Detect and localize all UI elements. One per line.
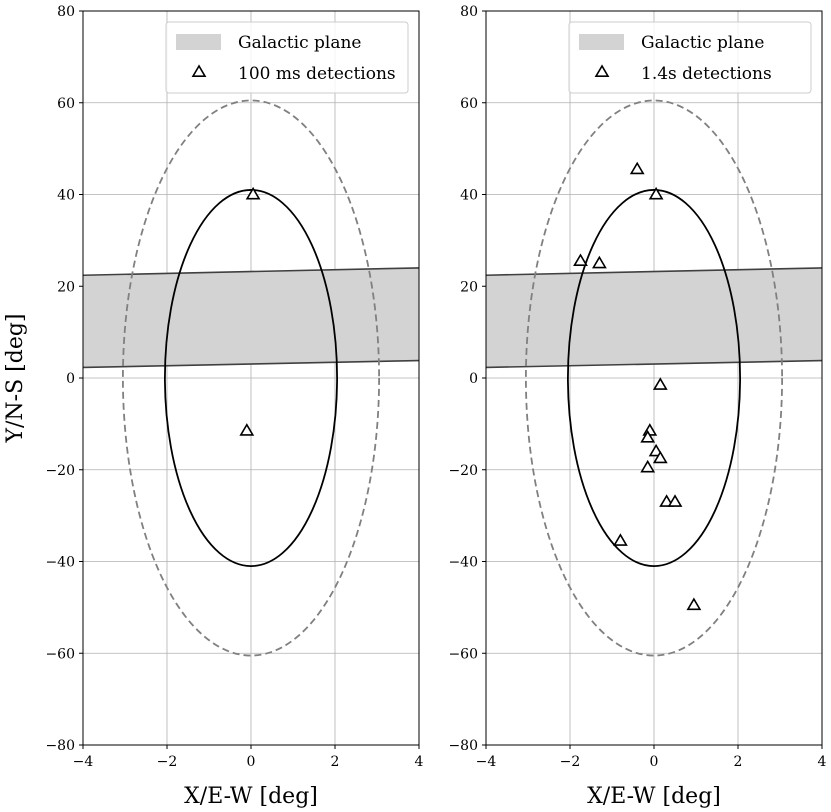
y-tick-label: 60 [57,96,75,112]
data-point [629,161,645,175]
legend-label-detections: 100 ms detections [238,64,396,84]
y-tick-label: 40 [460,188,478,204]
x-tick-label: 2 [734,754,743,770]
outer-ellipse [121,99,381,657]
legend-label-detections: 1.4s detections [641,64,772,84]
data-point [652,377,668,390]
plot-area [83,99,419,657]
galactic-plane-lower-edge [83,359,419,369]
y-tick-label: −40 [45,555,75,571]
y-tick-label: −40 [448,555,478,571]
y-tick-label: −60 [448,646,478,662]
legend-band-swatch [579,34,624,50]
x-axis-title: X/E-W [deg] [587,784,721,809]
x-tick-label: 4 [415,754,424,770]
data-point [686,597,702,611]
x-axis-title: X/E-W [deg] [184,784,318,809]
legend-label-galactic-plane: Galactic plane [238,33,361,53]
y-tick-label: 0 [66,371,75,387]
grid [82,10,420,746]
y-tick-label: 80 [57,4,75,20]
galactic-plane-lower-edge [486,359,822,369]
plot-area [486,99,822,657]
legend-band-swatch [176,34,221,50]
y-tick-label: 80 [460,4,478,20]
data-point [573,253,588,267]
legend-triangle-marker [191,64,207,77]
data-point [640,459,656,473]
data-point [245,186,261,200]
y-tick-label: 60 [460,96,478,112]
galactic-plane-upper-edge [486,267,822,277]
y-axis-title: Y/N-S [deg] [3,313,28,443]
data-point [592,255,607,269]
y-tick-label: −80 [448,738,478,754]
x-tick-label: −4 [73,754,94,770]
x-tick-label: 2 [331,754,340,770]
x-tick-label: −4 [476,754,497,770]
y-tick-label: 0 [469,371,478,387]
y-tick-label: −20 [448,463,478,479]
data-point [667,494,683,507]
y-tick-label: −60 [45,646,75,662]
y-tick-label: 40 [57,188,75,204]
y-tick-label: −20 [45,463,75,479]
grid [485,10,823,746]
x-tick-label: 0 [247,754,256,770]
x-tick-label: −2 [157,754,178,770]
data-point [652,450,668,464]
legend-triangle-marker [594,64,610,77]
data-point [640,430,656,443]
galactic-plane-band [486,267,822,368]
inner-ellipse [567,189,742,567]
y-tick-label: 20 [57,279,75,295]
galactic-plane-band [83,267,419,368]
y-tick-label: −80 [45,738,75,754]
outer-ellipse [525,99,784,657]
legend: Galactic plane 100 ms detections [165,21,409,94]
y-tick-label: 20 [460,279,478,295]
data-point [648,186,664,200]
legend: Galactic plane 1.4s detections [568,21,812,94]
galactic-plane-upper-edge [83,267,419,277]
legend-label-galactic-plane: Galactic plane [641,33,764,53]
legend-box [165,21,409,94]
x-tick-label: 4 [818,754,827,770]
legend-box [568,21,812,94]
x-tick-label: −2 [560,754,581,770]
inner-ellipse [163,189,338,567]
x-tick-label: 0 [650,754,659,770]
data-point [613,533,628,546]
data-point [239,423,255,436]
